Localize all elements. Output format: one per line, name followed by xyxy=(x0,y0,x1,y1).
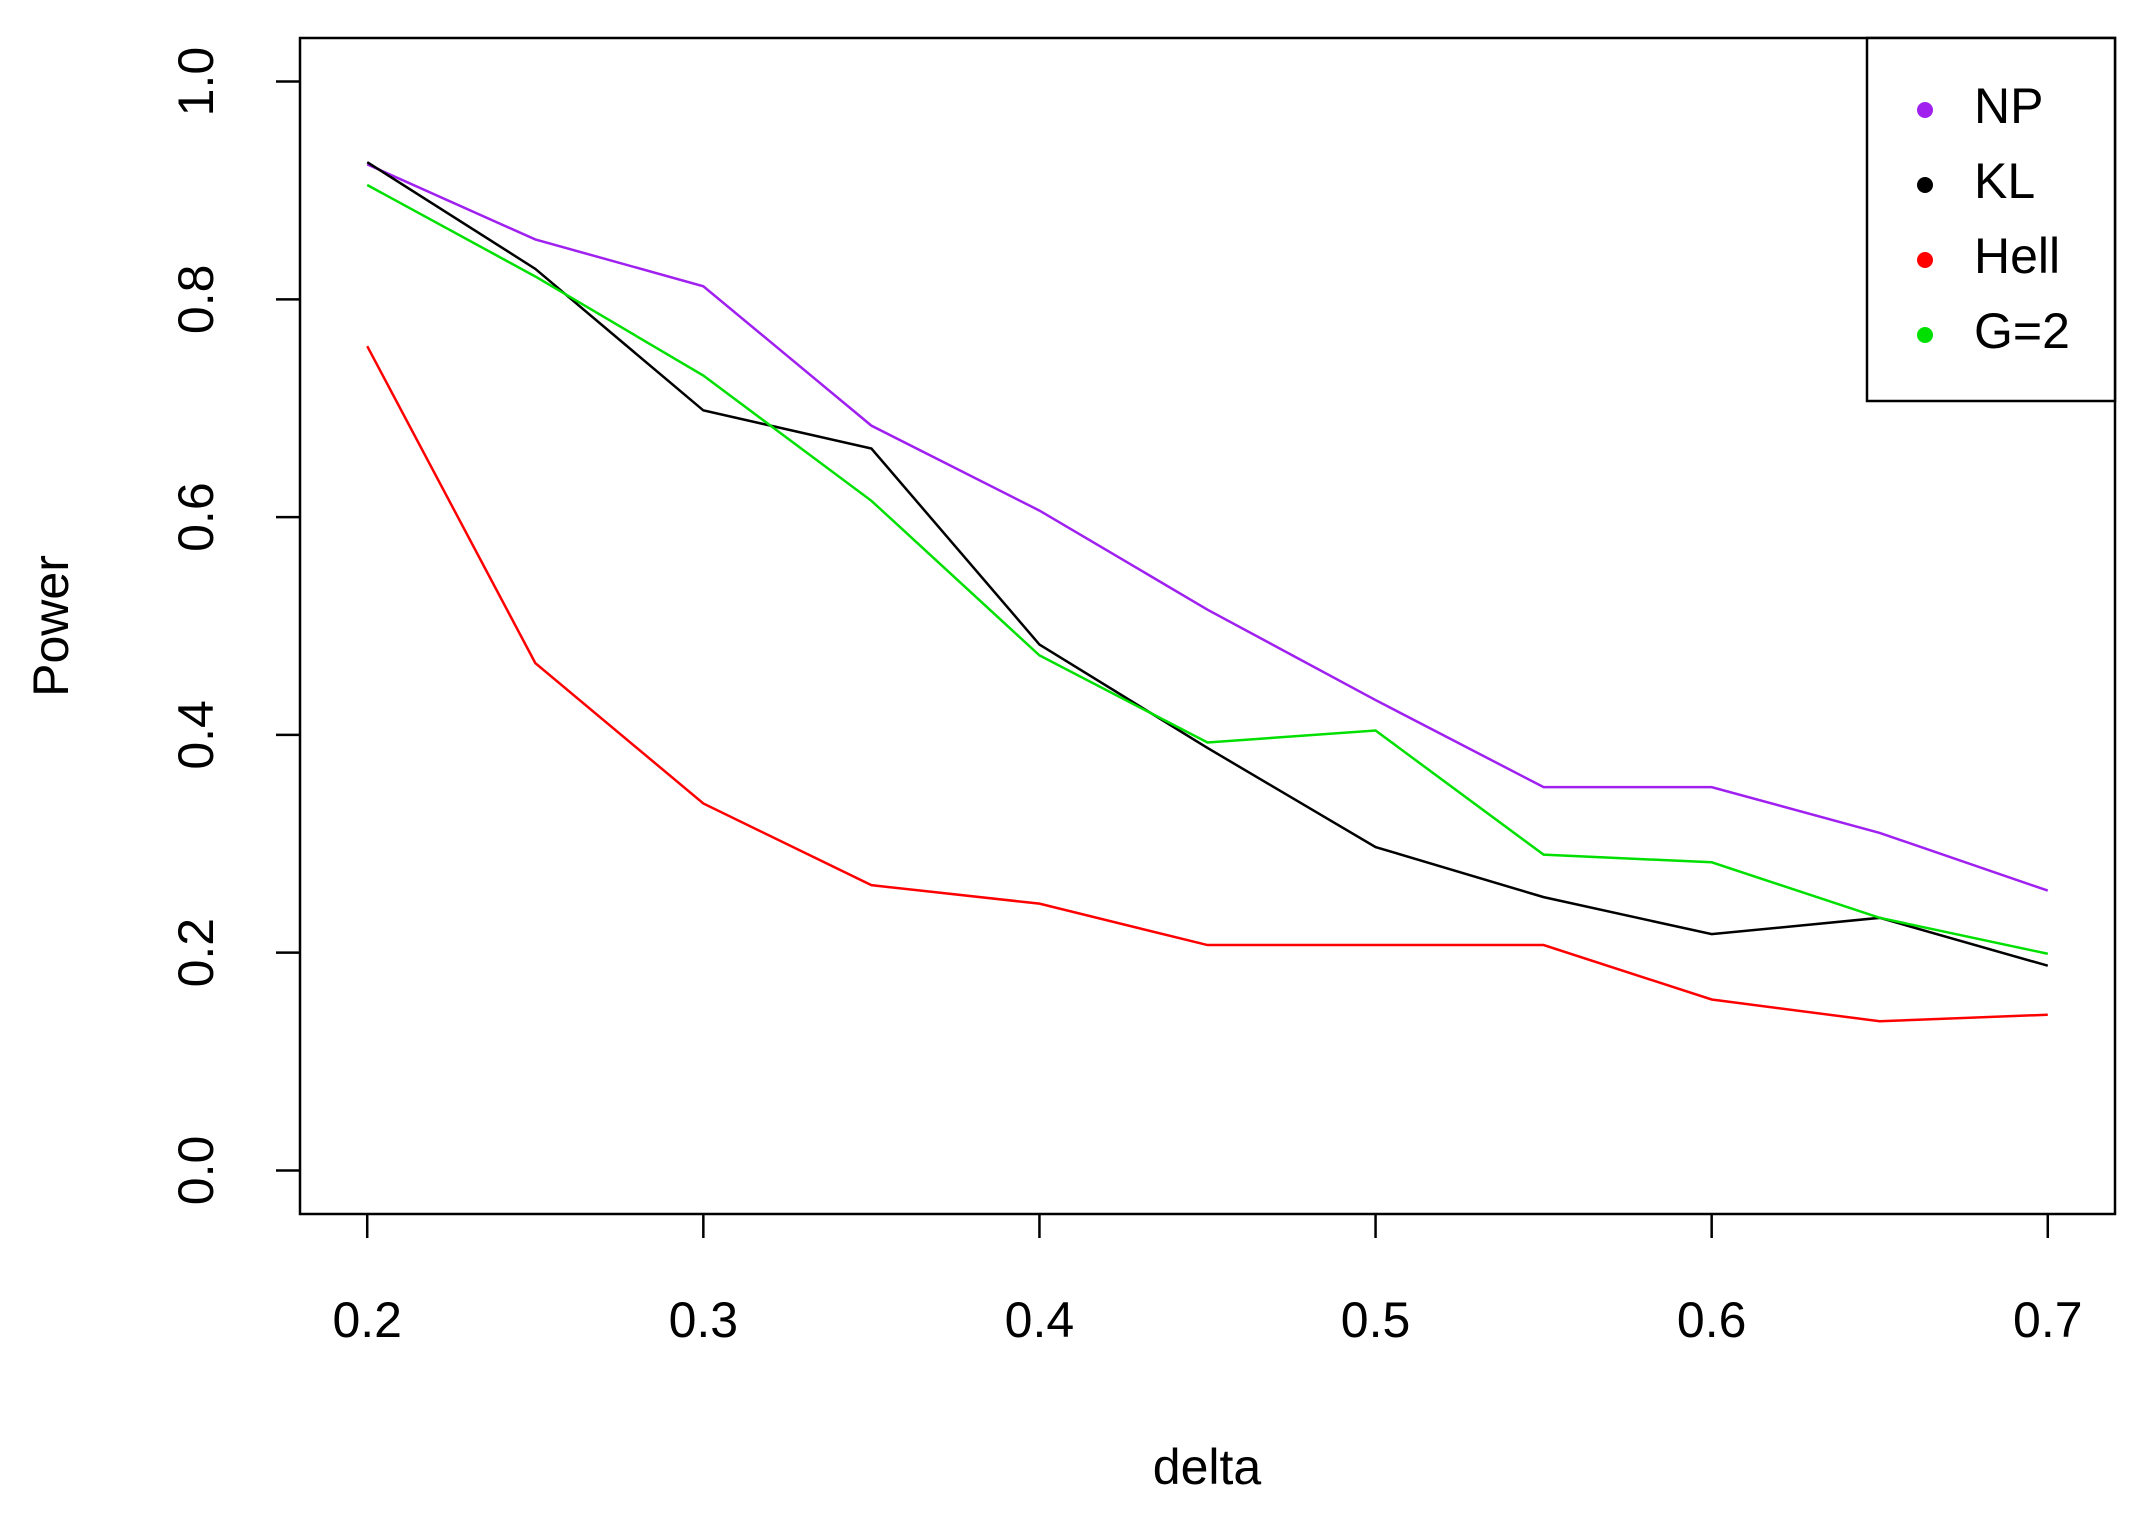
x-tick-label: 0.4 xyxy=(1005,1292,1075,1348)
legend-marker xyxy=(1917,102,1933,118)
legend-label: G=2 xyxy=(1974,303,2070,359)
plot-frame xyxy=(298,36,2117,1216)
legend-marker xyxy=(1917,327,1933,343)
legend-label: Hell xyxy=(1974,228,2060,284)
legend-label: KL xyxy=(1974,153,2035,209)
x-tick-label: 0.3 xyxy=(669,1292,739,1348)
y-tick-label: 0.6 xyxy=(168,482,224,552)
x-axis-title: delta xyxy=(1153,1439,1262,1495)
y-tick-label: 1.0 xyxy=(168,47,224,117)
x-tick-label: 0.2 xyxy=(332,1292,402,1348)
legend-marker xyxy=(1917,177,1933,193)
series-line xyxy=(366,163,2049,892)
legend-marker xyxy=(1917,252,1933,268)
y-tick-label: 0.4 xyxy=(168,700,224,770)
y-tick-label: 0.2 xyxy=(168,918,224,988)
y-tick-label: 0.0 xyxy=(168,1136,224,1206)
series-line xyxy=(366,161,2049,967)
legend-label: NP xyxy=(1974,78,2043,134)
x-tick-label: 0.5 xyxy=(1341,1292,1411,1348)
y-tick-label: 0.8 xyxy=(168,265,224,335)
series-line xyxy=(366,345,2048,1023)
x-tick-label: 0.6 xyxy=(1677,1292,1747,1348)
x-tick-label: 0.7 xyxy=(2013,1292,2083,1348)
y-axis-title: Power xyxy=(23,555,79,697)
series-line xyxy=(366,183,2049,955)
legend-box xyxy=(1865,36,2117,403)
